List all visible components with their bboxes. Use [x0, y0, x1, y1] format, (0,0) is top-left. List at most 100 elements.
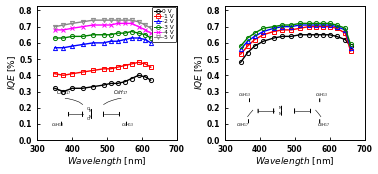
-2 V — [348, 47, 353, 49]
-1 V — [307, 26, 311, 28]
-2 V — [239, 48, 243, 50]
-3 V — [143, 34, 148, 36]
0 V — [143, 76, 148, 78]
Text: $C_6H_{13}$: $C_6H_{13}$ — [121, 122, 135, 129]
-2 V — [143, 39, 148, 41]
-2 V — [122, 39, 127, 41]
-2 V — [108, 40, 113, 42]
-1 V — [101, 68, 106, 70]
-4 V — [70, 27, 74, 29]
-5 V — [149, 27, 153, 29]
-1 V — [245, 45, 250, 47]
X-axis label: $\mathit{Wavelength}$ [nm]: $\mathit{Wavelength}$ [nm] — [255, 155, 335, 168]
0 V — [334, 35, 339, 37]
-2 V — [115, 40, 120, 42]
-2 V — [261, 30, 266, 33]
Line: -5 V: -5 V — [53, 18, 153, 30]
-2 V — [61, 47, 66, 49]
0 V — [115, 82, 120, 84]
-2 V — [271, 27, 276, 29]
0 V — [271, 37, 276, 39]
-5 V — [136, 21, 141, 23]
-1 V — [348, 50, 353, 52]
-4 V — [101, 24, 106, 26]
-1 V — [261, 34, 266, 36]
-3 V — [81, 35, 85, 37]
-5 V — [143, 24, 148, 26]
Y-axis label: $\mathit{IQE}$ [%]: $\mathit{IQE}$ [%] — [6, 55, 17, 90]
-1 V — [252, 39, 257, 41]
-3 V — [334, 24, 339, 26]
-2 V — [91, 42, 95, 44]
-3 V — [307, 22, 311, 24]
-3 V — [271, 26, 276, 28]
-4 V — [61, 29, 66, 31]
-1 V — [149, 66, 153, 68]
0 V — [343, 39, 348, 41]
-1 V — [53, 73, 57, 75]
Text: N: N — [88, 109, 91, 113]
-2 V — [321, 24, 325, 26]
Line: -1 V: -1 V — [239, 25, 353, 56]
0 V — [252, 45, 257, 47]
-3 V — [115, 32, 120, 34]
0 V — [327, 34, 332, 36]
-4 V — [115, 22, 120, 24]
-1 V — [143, 63, 148, 65]
Text: $C_6H_{13}$: $C_6H_{13}$ — [239, 91, 252, 99]
Legend: 0 V, -1 V, -2 V, -3 V, -4 V, -5 V: 0 V, -1 V, -2 V, -3 V, -4 V, -5 V — [152, 7, 176, 42]
0 V — [81, 87, 85, 89]
-4 V — [81, 26, 85, 28]
0 V — [61, 90, 66, 93]
-4 V — [53, 29, 57, 31]
-3 V — [129, 30, 134, 33]
Text: $C_8H_{17}$: $C_8H_{17}$ — [317, 121, 330, 129]
Y-axis label: $\mathit{IQE}$ [%]: $\mathit{IQE}$ [%] — [193, 55, 205, 90]
-3 V — [298, 22, 302, 24]
-3 V — [289, 24, 293, 26]
0 V — [239, 61, 243, 63]
Text: $C_6H_{13}$: $C_6H_{13}$ — [315, 91, 328, 99]
0 V — [53, 87, 57, 89]
Line: 0 V: 0 V — [53, 73, 153, 94]
-2 V — [81, 44, 85, 46]
0 V — [108, 82, 113, 84]
0 V — [122, 81, 127, 83]
-2 V — [136, 37, 141, 39]
-1 V — [70, 73, 74, 75]
-3 V — [343, 27, 348, 29]
0 V — [313, 34, 318, 36]
-3 V — [245, 37, 250, 39]
Text: $C_8H_{17}$: $C_8H_{17}$ — [113, 88, 128, 97]
-3 V — [108, 34, 113, 36]
-2 V — [327, 24, 332, 26]
0 V — [261, 40, 266, 42]
-3 V — [261, 27, 266, 29]
0 V — [136, 74, 141, 76]
-1 V — [61, 74, 66, 76]
Text: N: N — [88, 115, 91, 119]
0 V — [149, 79, 153, 81]
0 V — [321, 34, 325, 36]
-2 V — [343, 29, 348, 31]
Line: 0 V: 0 V — [239, 33, 353, 64]
-5 V — [129, 19, 134, 21]
-3 V — [252, 32, 257, 34]
-1 V — [298, 27, 302, 29]
-2 V — [307, 24, 311, 26]
0 V — [280, 35, 285, 37]
-5 V — [108, 19, 113, 21]
-1 V — [239, 53, 243, 55]
-3 V — [280, 24, 285, 26]
-1 V — [343, 32, 348, 34]
-1 V — [115, 66, 120, 68]
-3 V — [327, 22, 332, 24]
-4 V — [108, 24, 113, 26]
-2 V — [298, 24, 302, 26]
-3 V — [91, 34, 95, 36]
-3 V — [53, 37, 57, 39]
-5 V — [53, 26, 57, 28]
Text: O: O — [86, 117, 90, 121]
0 V — [289, 35, 293, 37]
-4 V — [136, 26, 141, 28]
